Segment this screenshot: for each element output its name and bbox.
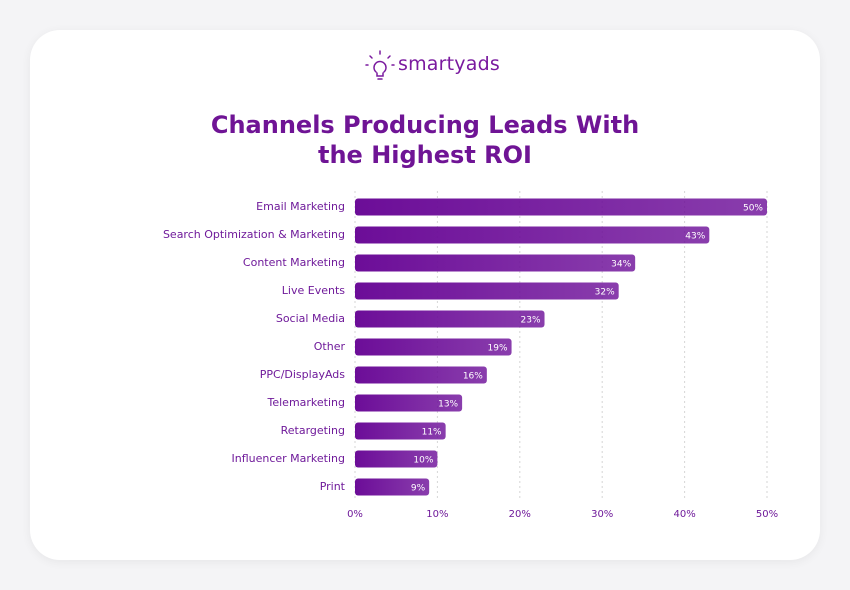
bar [355,450,438,468]
value-label: 23% [521,316,541,326]
y-tick-label: Live Events [282,284,345,297]
x-tick-label: 50% [756,509,778,520]
value-label: 19% [488,344,508,354]
y-tick-label: Retargeting [281,424,345,437]
y-tick-label: Influencer Marketing [231,452,345,465]
x-tick-label: 10% [426,509,448,520]
y-tick-label: Other [314,340,346,353]
bar [355,394,463,412]
bar [355,282,619,300]
x-tick-label: 20% [509,509,531,520]
value-label: 50% [743,204,763,214]
chart-title: Channels Producing Leads With the Highes… [210,111,640,169]
bar [355,366,487,384]
bar [355,226,710,244]
bar [355,310,545,328]
value-label: 11% [422,428,442,438]
y-tick-label: Content Marketing [243,256,345,269]
bar [355,254,636,272]
y-tick-label: Email Marketing [256,200,345,213]
y-tick-label: Social Media [276,312,345,325]
bar [355,338,512,356]
brand: smartyads [398,53,500,75]
x-tick-label: 40% [673,509,695,520]
y-tick-label: Print [320,480,346,493]
x-tick-label: 0% [347,509,363,520]
bar [355,198,767,216]
value-label: 9% [411,484,426,494]
value-label: 43% [685,232,705,242]
y-tick-label: PPC/DisplayAds [260,368,346,381]
bar [355,478,430,496]
value-label: 13% [438,400,458,410]
logo-icon [365,50,395,80]
x-tick-label: 30% [591,509,613,520]
bar [355,422,446,440]
y-tick-label: Telemarketing [267,396,346,409]
value-label: 16% [463,372,483,382]
value-label: 10% [413,456,433,466]
value-label: 32% [595,288,615,298]
y-tick-label: Search Optimization & Marketing [163,228,345,241]
value-label: 34% [611,260,631,270]
